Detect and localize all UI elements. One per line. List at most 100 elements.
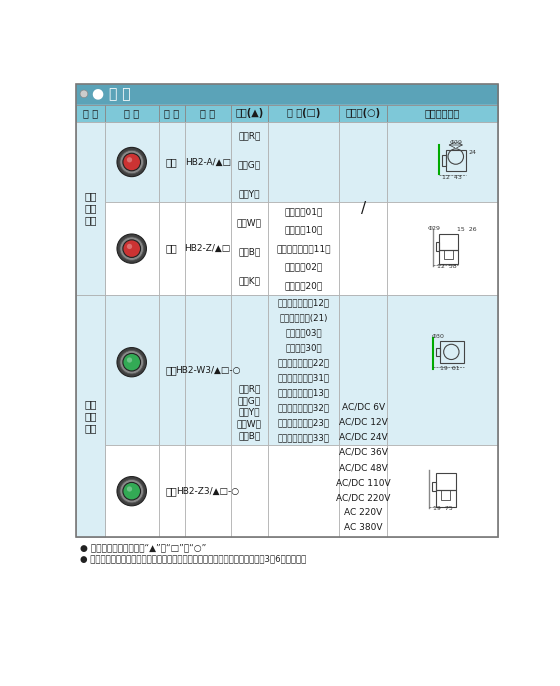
Text: HB2-Z3/▲□-○: HB2-Z3/▲□-○ [176,486,239,496]
Circle shape [117,477,147,506]
Text: /: / [361,201,366,215]
Bar [105,105,159,121]
Bar [440,341,464,363]
Text: AC/DC 12V: AC/DC 12V [339,418,388,427]
Text: 12  43: 12 43 [442,175,462,180]
Text: 二常开一常闭(21): 二常开一常闭(21) [279,313,328,322]
Bar [185,121,231,202]
Circle shape [123,240,141,257]
Bar [441,490,450,500]
Bar [436,242,440,251]
Text: AC 380V: AC 380V [344,523,382,532]
Text: 自锁: 自锁 [166,486,178,496]
Bar [339,121,387,202]
Bar [105,202,159,295]
Text: 蓝（B）: 蓝（B） [239,431,260,440]
Circle shape [123,153,141,171]
Text: 带灯
按鈕
开关: 带灯 按鈕 开关 [84,399,97,433]
Text: 触 点(□): 触 点(□) [287,108,320,118]
Text: 24: 24 [469,150,477,155]
Bar [76,295,105,537]
Text: 外形图及尺寸: 外形图及尺寸 [425,108,460,118]
Text: HB2-A/▲□: HB2-A/▲□ [185,158,231,167]
Text: 绿（G）: 绿（G） [238,161,261,169]
Text: 红（R）: 红（R） [238,132,260,141]
Text: 黑（K）: 黑（K） [239,276,260,285]
Text: 一般
按鈕
开关: 一般 按鈕 开关 [84,191,97,225]
Bar [185,105,231,121]
Circle shape [123,482,141,500]
Bar [444,250,454,259]
Circle shape [120,351,143,374]
Text: 二常开（20）: 二常开（20） [284,281,323,290]
Bar [76,295,105,445]
Text: 三常开二常闭（32）: 三常开二常闭（32） [278,403,330,412]
Circle shape [117,234,147,263]
Bar [76,121,105,295]
Text: 二常闭（02）: 二常闭（02） [284,263,323,272]
Text: AC/DC 48V: AC/DC 48V [339,463,388,472]
Bar [387,445,498,537]
Text: 型 号: 型 号 [200,108,215,118]
Text: 三常开一常闭（31）: 三常开一常闭（31） [278,373,330,382]
Text: 19  61: 19 61 [440,366,459,370]
Bar [76,202,105,295]
Circle shape [123,353,141,371]
Bar [185,202,231,295]
Bar [185,295,231,445]
Text: 自锁: 自锁 [166,244,178,254]
Text: Φ29: Φ29 [449,140,462,145]
Circle shape [117,147,147,177]
Bar [159,121,185,202]
Bar [105,295,159,445]
Text: 一常开一常闭（11）: 一常开一常闭（11） [277,244,331,253]
Circle shape [120,480,143,503]
Bar [105,445,159,537]
Bar [159,105,185,121]
Bar [185,445,231,537]
Bar [76,84,498,104]
Text: AC/DC 220V: AC/DC 220V [336,493,390,502]
Text: 一常开三常闭（13）: 一常开三常闭（13） [278,388,330,397]
Bar [76,121,105,202]
Bar [268,295,339,445]
Bar [339,202,387,295]
Text: AC/DC 6V: AC/DC 6V [342,403,385,412]
Text: 灯电压(○): 灯电压(○) [346,108,381,118]
Text: Φ29: Φ29 [428,226,441,231]
Text: 白（W）: 白（W） [237,419,262,428]
Bar [105,121,159,202]
Bar [268,121,339,202]
Text: ● 以上为常见触点形式，用户可自由组合触点，为达到最佳体验度，建议控制在3细6个触点内。: ● 以上为常见触点形式，用户可自由组合触点，为达到最佳体验度，建议控制在3细6个… [80,554,306,563]
Text: AC/DC 110V: AC/DC 110V [336,478,390,487]
Bar [268,105,339,121]
Text: 黄（Y）: 黄（Y） [239,407,260,417]
Text: ● 请用代号替换型号中的“▲”、“□”、“○”: ● 请用代号替换型号中的“▲”、“□”、“○” [80,543,206,552]
Bar [159,295,185,445]
Text: 三常开三常闭（33）: 三常开三常闭（33） [278,433,330,442]
Bar [432,482,436,491]
Circle shape [120,237,143,261]
Circle shape [127,157,132,163]
Bar [387,121,498,202]
Bar [440,235,458,250]
Text: 白（W）: 白（W） [237,218,262,227]
Bar [76,445,105,537]
Circle shape [80,90,88,97]
Text: 绿（G）: 绿（G） [238,397,261,405]
Text: 二常开三常闭（23）: 二常开三常闭（23） [278,418,330,427]
Circle shape [117,348,147,377]
Bar [442,155,446,166]
Bar [446,150,466,172]
Bar [436,473,456,490]
Bar [268,445,339,537]
Circle shape [120,150,143,174]
Text: 二常开二常闭（22）: 二常开二常闭（22） [278,358,330,367]
Bar [231,445,268,537]
Bar [76,84,498,537]
Text: Φ30: Φ30 [432,334,445,340]
Text: 三常开（30）: 三常开（30） [286,343,322,352]
Text: 15  26: 15 26 [458,227,477,233]
Text: 自复: 自复 [166,157,178,167]
Text: AC 220V: AC 220V [344,508,382,517]
